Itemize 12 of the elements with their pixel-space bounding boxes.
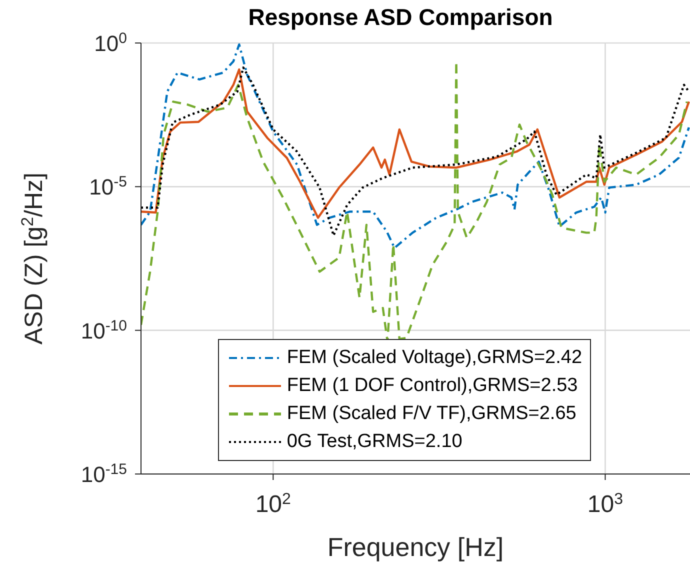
x-tick-label: 10$^{3}$ (587, 490, 624, 518)
y-tick-label: 10$^{0}$ (94, 30, 127, 56)
legend-label: 0G Test,GRMS=2.10 (286, 431, 462, 453)
legend-label: FEM (Scaled Voltage),GRMS=2.42 (286, 347, 582, 369)
chart-title: Response ASD Comparison (247, 4, 554, 31)
legend-label: FEM (Scaled F/V TF),GRMS=2.65 (286, 403, 576, 425)
y-tick-label: 10$^{-5}$ (89, 173, 127, 200)
x-tick-label: 10$^{2}$ (255, 490, 292, 518)
y-tick-label: 10$^{-15}$ (80, 460, 127, 487)
y-tick-label: 10$^{-10}$ (80, 316, 127, 344)
x-axis-title: Frequency [Hz] (327, 532, 504, 562)
legend-label: FEM (1 DOF Control),GRMS=2.53 (286, 375, 578, 397)
